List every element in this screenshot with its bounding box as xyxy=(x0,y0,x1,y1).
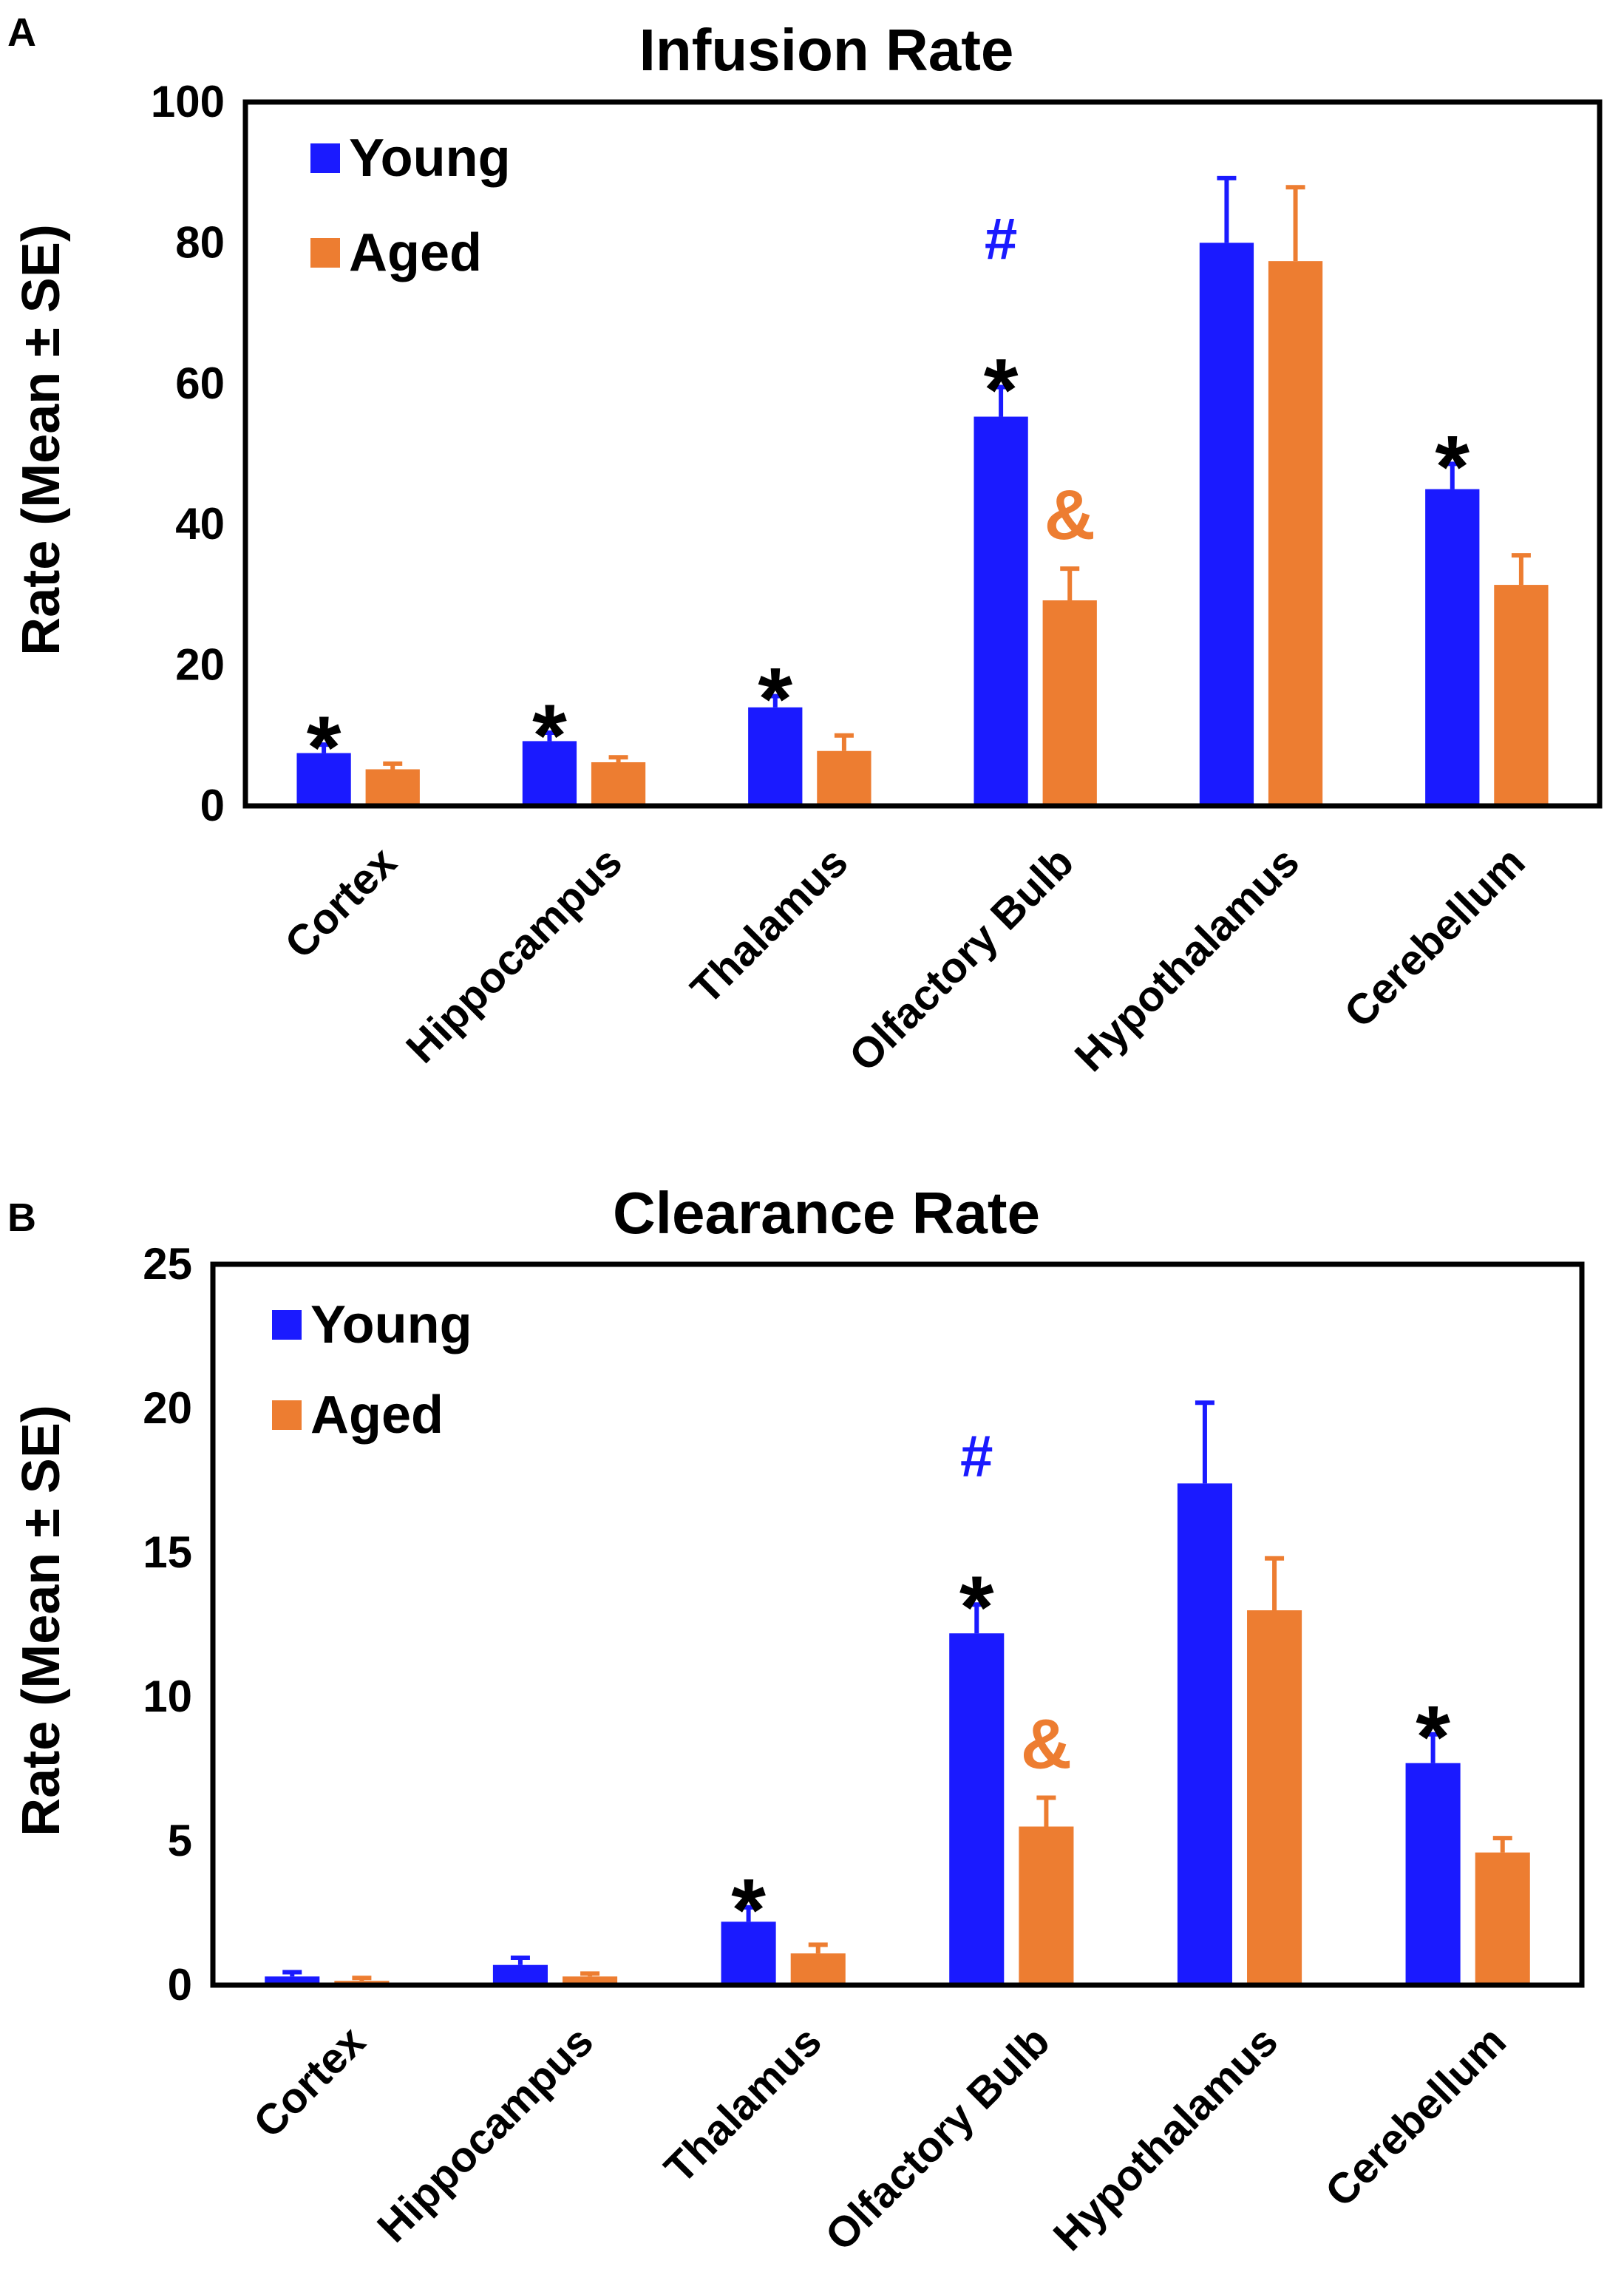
y-tick-label: 80 xyxy=(175,217,225,267)
y-axis-label: Rate (Mean ± SE) xyxy=(12,224,71,656)
x-tick-label: Olfactory Bulb xyxy=(816,2017,1059,2260)
panel-a: A Infusion Rate Rate (Mean ± SE) 0 20 40 60… xyxy=(7,10,1603,1081)
legend-swatch-aged xyxy=(310,238,340,268)
legend-swatch-aged xyxy=(272,1400,302,1430)
bar-young xyxy=(1425,489,1480,806)
bar-young xyxy=(949,1633,1005,1985)
annotation-star: * xyxy=(731,1861,766,1960)
annotation-amp: & xyxy=(1021,1705,1072,1784)
bar-young xyxy=(1199,243,1254,806)
annotation-star: * xyxy=(532,686,567,785)
bar-aged xyxy=(563,1976,618,1985)
legend-label-aged: Aged xyxy=(310,1386,444,1445)
bar-aged xyxy=(591,762,646,806)
bar-aged xyxy=(790,1953,846,1985)
bar-young xyxy=(1177,1483,1232,1985)
x-tick-label: Cortex xyxy=(245,2017,375,2147)
chart-title: Clearance Rate xyxy=(613,1180,1040,1246)
legend-label-young: Young xyxy=(310,1295,472,1354)
annotation-hash: # xyxy=(985,206,1018,272)
legend-swatch-young xyxy=(310,143,340,173)
y-tick-label: 60 xyxy=(175,359,225,408)
bar-young xyxy=(1405,1763,1461,1985)
y-tick-label: 0 xyxy=(168,1960,192,2010)
annotation-amp: & xyxy=(1044,475,1095,555)
plot-frame xyxy=(210,1261,1585,1988)
panel-label: A xyxy=(7,10,36,55)
legend-label-young: Young xyxy=(349,129,511,188)
bar-young xyxy=(721,1922,776,1985)
bar-aged xyxy=(365,769,420,806)
bar-young xyxy=(748,707,803,806)
bar-aged xyxy=(817,750,872,806)
x-tick-label: Hypothalamus xyxy=(1066,838,1309,1081)
annotation-star: * xyxy=(1435,417,1470,516)
y-tick-label: 20 xyxy=(143,1383,192,1433)
y-tick-label: 25 xyxy=(143,1239,192,1289)
annotation-hash: # xyxy=(960,1423,993,1489)
x-tick-label: Cortex xyxy=(276,838,406,968)
plot-frame xyxy=(242,99,1603,809)
bar-aged xyxy=(1019,1826,1074,1985)
bar-aged xyxy=(1042,600,1097,806)
annotation-star: * xyxy=(1416,1688,1450,1787)
x-tick-label: Olfactory Bulb xyxy=(840,838,1083,1081)
x-tick-label: Cerebellum xyxy=(1316,2017,1515,2216)
bar-young xyxy=(492,1964,548,1985)
x-tick-label: Hypothalamus xyxy=(1044,2017,1288,2260)
annotation-star: * xyxy=(758,649,792,748)
x-tick-label: Hippocampus xyxy=(368,2017,602,2251)
bar-aged xyxy=(1247,1610,1302,1985)
annotation-star: * xyxy=(959,1558,994,1657)
x-tick-label: Cerebellum xyxy=(1335,838,1534,1037)
panel-label: B xyxy=(7,1196,36,1240)
bar-young xyxy=(296,753,351,806)
legend-label-aged: Aged xyxy=(349,223,482,282)
y-tick-label: 0 xyxy=(200,781,225,830)
bar-aged xyxy=(1268,261,1323,807)
chart-title: Infusion Rate xyxy=(639,17,1014,83)
bar-aged xyxy=(1475,1852,1530,1985)
y-tick-label: 15 xyxy=(143,1527,192,1577)
x-tick-label: Thalamus xyxy=(682,838,857,1013)
legend-swatch-young xyxy=(272,1310,302,1340)
x-tick-label: Thalamus xyxy=(655,2017,830,2192)
y-tick-label: 10 xyxy=(143,1672,192,1721)
annotation-star: * xyxy=(984,341,1019,440)
bar-young xyxy=(265,1976,320,1985)
x-tick-label: Hippocampus xyxy=(397,838,631,1072)
annotation-star: * xyxy=(307,698,342,797)
bar-aged xyxy=(1494,585,1549,806)
panel-b: B Clearance Rate Rate (Mean ± SE) 0 5 10 15… xyxy=(7,1180,1585,2260)
bar-young xyxy=(974,416,1028,806)
y-axis-label: Rate (Mean ± SE) xyxy=(12,1405,71,1837)
y-tick-label: 40 xyxy=(175,499,225,549)
y-tick-label: 20 xyxy=(175,640,225,690)
y-tick-label: 5 xyxy=(168,1816,192,1865)
bar-young xyxy=(522,741,577,806)
y-tick-label: 100 xyxy=(151,77,225,126)
